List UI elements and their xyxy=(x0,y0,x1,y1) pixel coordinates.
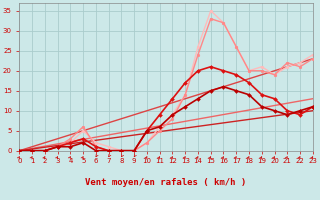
X-axis label: Vent moyen/en rafales ( km/h ): Vent moyen/en rafales ( km/h ) xyxy=(85,178,247,187)
